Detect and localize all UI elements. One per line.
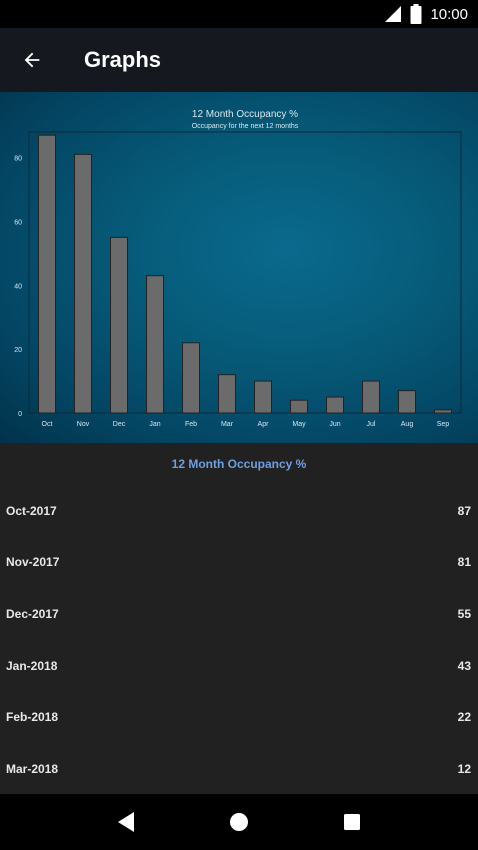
y-tick-label: 60: [14, 219, 22, 226]
occupancy-list: 12 Month Occupancy % Oct-2017 87 Nov-201…: [0, 443, 478, 794]
row-value: 81: [457, 555, 471, 570]
x-tick-label: Mar: [221, 421, 234, 428]
row-month: Oct-2017: [6, 503, 57, 518]
recents-square-icon: [343, 814, 360, 830]
battery-icon: [410, 4, 422, 24]
list-row[interactable]: Jan-2018 43: [0, 640, 478, 692]
home-circle-icon: [229, 813, 248, 831]
x-tick-label: Nov: [77, 421, 90, 428]
x-tick-label: Jul: [367, 421, 376, 428]
x-tick-label: Jan: [149, 421, 160, 428]
x-tick-label: Apr: [258, 421, 270, 428]
bar-nov: [74, 153, 92, 414]
status-time: 10:00: [430, 5, 468, 23]
row-value: 43: [457, 658, 471, 673]
y-tick-label: 80: [14, 156, 22, 163]
list-heading: 12 Month Occupancy %: [171, 457, 307, 471]
bar-jun: [326, 396, 344, 414]
navigation-bar: [0, 794, 478, 850]
signal-icon: [385, 6, 402, 22]
row-value: 22: [457, 710, 471, 725]
back-triangle-icon: [118, 812, 135, 832]
page-title: Graphs: [84, 47, 162, 72]
x-tick-label: May: [292, 421, 306, 428]
x-tick-label: Sep: [437, 421, 450, 428]
chart-title: 12 Month Occupancy %: [192, 109, 298, 120]
list-row[interactable]: Mar-2018 12: [0, 743, 478, 795]
plot-frame: [28, 131, 462, 414]
row-value: 87: [457, 503, 471, 518]
list-row[interactable]: Oct-2017 87: [0, 485, 478, 537]
y-tick-label: 20: [14, 347, 22, 354]
x-tick-label: Feb: [185, 421, 197, 428]
occupancy-chart: 12 Month Occupancy % Occupancy for the ne…: [0, 92, 478, 443]
bar-jan: [146, 275, 164, 414]
list-row[interactable]: Feb-2018 22: [0, 691, 478, 743]
status-bar: 10:00: [0, 0, 478, 28]
x-tick-label: Oct: [42, 421, 53, 428]
back-button[interactable]: [0, 28, 64, 92]
y-tick-label: 0: [18, 411, 22, 418]
chart-canvas: 12 Month Occupancy % Occupancy for the ne…: [14, 109, 462, 428]
row-month: Nov-2017: [6, 555, 60, 570]
row-month: Dec-2017: [6, 606, 59, 621]
row-month: Jan-2018: [6, 658, 58, 673]
bar-may: [290, 399, 308, 414]
arrow-back-icon: [24, 52, 40, 68]
y-tick-label: 40: [14, 283, 22, 290]
bar-apr: [254, 380, 272, 414]
bar-feb: [182, 342, 200, 414]
nav-back-button[interactable]: [102, 798, 150, 846]
x-tick-label: Dec: [113, 421, 126, 428]
bar-jul: [362, 380, 380, 414]
nav-home-button[interactable]: [215, 798, 263, 846]
chart-subtitle: Occupancy for the next 12 months: [192, 123, 299, 130]
row-value: 12: [457, 761, 471, 776]
row-month: Feb-2018: [6, 710, 59, 725]
row-month: Mar-2018: [6, 761, 59, 776]
list-row[interactable]: Dec-2017 55: [0, 588, 478, 640]
bar-mar: [218, 374, 236, 414]
bar-dec: [110, 236, 128, 414]
nav-recents-button[interactable]: [328, 798, 376, 846]
list-row[interactable]: Nov-2017 81: [0, 537, 478, 589]
x-tick-label: Aug: [401, 421, 414, 428]
app-bar: Graphs: [0, 28, 478, 92]
bar-aug: [398, 390, 416, 414]
bar-oct: [38, 134, 56, 414]
bar-sep: [434, 409, 452, 414]
row-value: 55: [457, 606, 471, 621]
x-tick-label: Jun: [329, 421, 340, 428]
